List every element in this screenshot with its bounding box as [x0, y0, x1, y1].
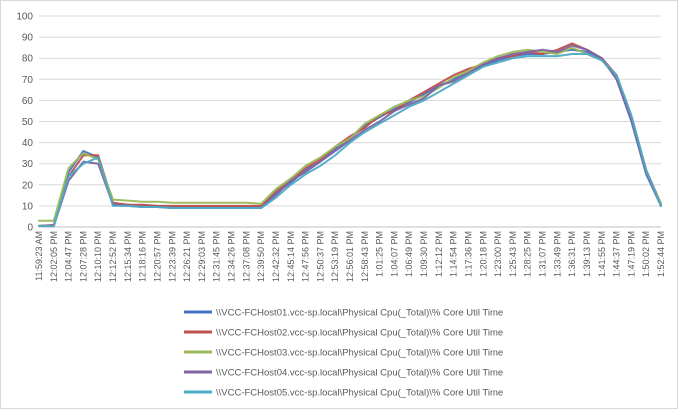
series-line-host03 [38, 46, 662, 222]
x-tick-label: 1:52:44 PM [656, 231, 666, 277]
x-tick-label: 1:47:19 PM [626, 231, 636, 277]
x-tick-label: 1:41:55 PM [597, 231, 607, 277]
x-tick-label: 12:26:21 PM [182, 231, 192, 282]
y-tick-label: 90 [22, 33, 34, 44]
x-tick-label: 12:53:19 PM [330, 231, 340, 282]
x-tick-label: 12:50:37 PM [315, 231, 325, 282]
x-tick-label: 12:02:05 PM [49, 231, 59, 282]
x-tick-label: 12:12:52 PM [108, 231, 118, 282]
x-tick-label: 12:45:14 PM [286, 231, 296, 282]
x-tick-label: 1:17:36 PM [463, 231, 473, 277]
x-tick-label: 1:09:30 PM [419, 231, 429, 277]
y-tick-label: 20 [22, 180, 34, 191]
x-tick-label: 1:23:00 PM [493, 231, 503, 277]
x-tick-label: 1:36:31 PM [567, 231, 577, 277]
legend-label: \\VCC-FCHost02.vcc-sp.local\Physical Cpu… [216, 328, 503, 339]
x-tick-label: 12:15:34 PM [123, 231, 133, 282]
x-tick-label: 12:31:45 PM [212, 231, 222, 282]
x-tick-label: 1:44:37 PM [612, 231, 622, 277]
x-tick-label: 1:33:49 PM [552, 231, 562, 277]
legend-label: \\VCC-FCHost01.vcc-sp.local\Physical Cpu… [216, 308, 503, 319]
x-tick-label: 1:06:49 PM [404, 231, 414, 277]
x-tick-label: 12:56:01 PM [345, 231, 355, 282]
y-tick-label: 50 [22, 117, 34, 128]
x-tick-label: 1:25:43 PM [508, 231, 518, 277]
legend-label: \\VCC-FCHost05.vcc-sp.local\Physical Cpu… [216, 388, 503, 399]
legend-label: \\VCC-FCHost03.vcc-sp.local\Physical Cpu… [216, 348, 503, 359]
series-line-host02 [38, 42, 662, 227]
y-tick-label: 80 [22, 54, 34, 65]
x-tick-label: 12:39:50 PM [256, 231, 266, 282]
legend-label: \\VCC-FCHost04.vcc-sp.local\Physical Cpu… [216, 368, 503, 379]
x-tick-label: 1:12:12 PM [434, 231, 444, 277]
y-tick-label: 100 [16, 12, 33, 23]
y-tick-label: 0 [27, 223, 33, 234]
y-tick-label: 10 [22, 201, 34, 212]
x-tick-label: 12:34:26 PM [227, 231, 237, 282]
x-tick-label: 1:28:25 PM [523, 231, 533, 277]
x-tick-label: 12:42:32 PM [271, 231, 281, 282]
x-tick-label: 12:47:56 PM [301, 231, 311, 282]
x-tick-label: 1:04:07 PM [389, 231, 399, 277]
x-tick-label: 12:23:39 PM [167, 231, 177, 282]
x-tick-label: 12:07:28 PM [78, 231, 88, 282]
x-tick-label: 12:18:16 PM [138, 231, 148, 282]
x-tick-label: 1:01:25 PM [375, 231, 385, 277]
x-tick-label: 12:29:03 PM [197, 231, 207, 282]
x-tick-label: 12:10:10 PM [93, 231, 103, 282]
x-tick-label: 1:20:18 PM [478, 231, 488, 277]
y-tick-label: 70 [22, 75, 34, 86]
x-tick-label: 12:20:57 PM [152, 231, 162, 282]
x-tick-label: 1:50:02 PM [641, 231, 651, 277]
x-tick-label: 1:14:54 PM [449, 231, 459, 277]
x-tick-label: 12:37:08 PM [241, 231, 251, 282]
y-tick-label: 30 [22, 159, 34, 170]
series-line-host05 [38, 53, 662, 227]
x-tick-label: 12:04:47 PM [64, 231, 74, 282]
x-tick-label: 1:39:13 PM [582, 231, 592, 277]
y-tick-label: 60 [22, 96, 34, 107]
x-tick-label: 1:31:07 PM [538, 231, 548, 277]
x-tick-label: 12:58:43 PM [360, 231, 370, 282]
x-tick-label: 11:59:23 AM [34, 231, 44, 281]
y-tick-label: 40 [22, 138, 34, 149]
